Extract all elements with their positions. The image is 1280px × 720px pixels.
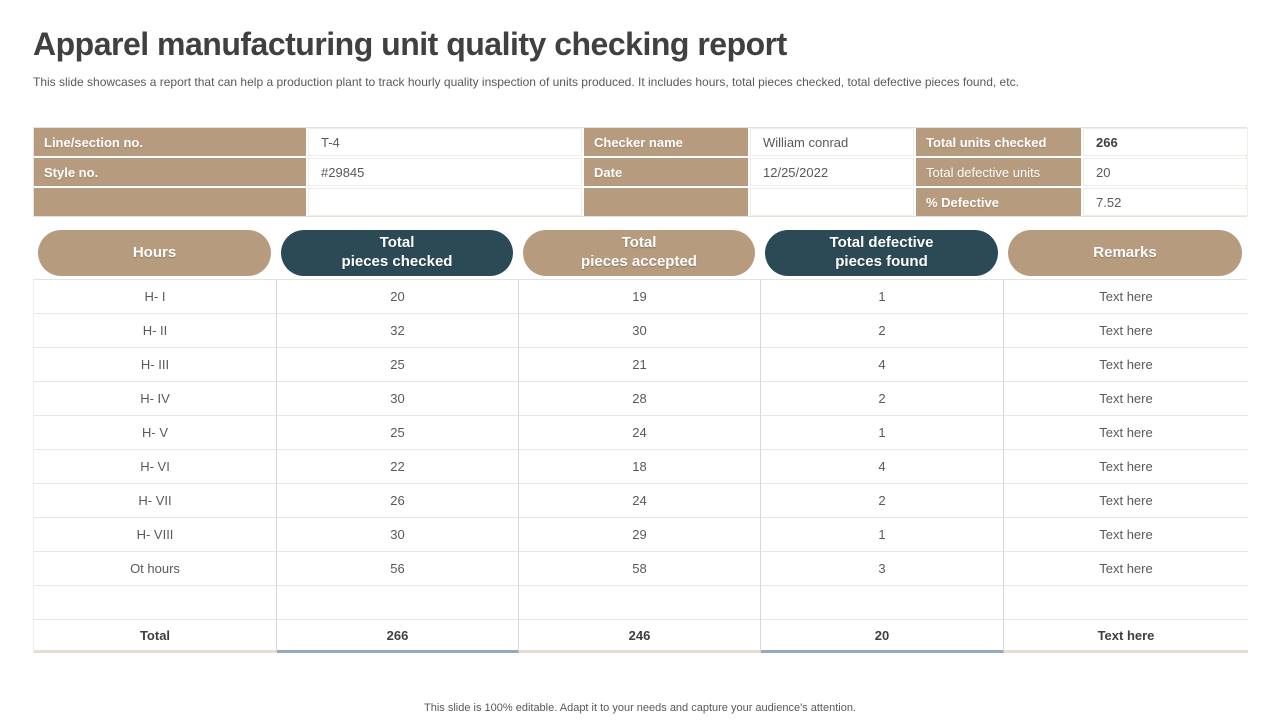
table-cell-defective: 1 [761, 518, 1004, 553]
hourly-inspection-table: Hours Total pieces checked Total pieces … [33, 230, 1248, 654]
table-total-label: Total [34, 620, 277, 654]
info-label-checker-name: Checker name [584, 128, 748, 157]
table-cell-remarks: Text here [1004, 348, 1248, 383]
table-cell-remarks: Text here [1004, 314, 1248, 349]
table-cell-checked: 20 [277, 280, 519, 315]
table-total-remarks: Text here [1004, 620, 1248, 654]
column-header-total-pieces-checked: Total pieces checked [281, 230, 513, 277]
table-cell-checked: 25 [277, 348, 519, 383]
info-label-percent-defective: % Defective [916, 188, 1081, 217]
info-value-total-units-checked: 266 [1083, 128, 1248, 157]
table-cell-defective: 2 [761, 484, 1004, 519]
info-value-date: 12/25/2022 [750, 158, 914, 187]
table-cell-hours: H- II [34, 314, 277, 349]
footer-note: This slide is 100% editable. Adapt it to… [424, 702, 856, 714]
table-cell-remarks: Text here [1004, 484, 1248, 519]
info-value-total-defective-units: 20 [1083, 158, 1248, 187]
table-body: H- I 20 19 1 Text here H- II 32 30 2 Tex… [33, 279, 1248, 654]
table-cell-checked: 22 [277, 450, 519, 485]
info-value-style-no: #29845 [308, 158, 582, 187]
table-cell-remarks: Text here [1004, 382, 1248, 417]
info-label-total-units-checked: Total units checked [916, 128, 1081, 157]
info-value-checker-name: William conrad [750, 128, 914, 157]
table-cell-remarks: Text here [1004, 552, 1248, 587]
table-cell-defective: 1 [761, 416, 1004, 451]
table-cell-hours: H- III [34, 348, 277, 383]
table-cell-remarks: Text here [1004, 450, 1248, 485]
info-label-empty-1 [34, 188, 306, 217]
table-cell-accepted: 24 [519, 484, 761, 519]
page-title: Apparel manufacturing unit quality check… [33, 26, 787, 62]
table-cell-empty [277, 586, 519, 621]
table-cell-accepted: 19 [519, 280, 761, 315]
table-total-accepted: 246 [519, 620, 761, 654]
table-cell-empty [519, 586, 761, 621]
info-label-date: Date [584, 158, 748, 187]
table-cell-defective: 2 [761, 382, 1004, 417]
table-total-checked: 266 [277, 620, 519, 654]
table-header-row: Hours Total pieces checked Total pieces … [33, 230, 1247, 277]
summary-panel: Line/section no. T-4 Checker name Willia… [33, 127, 1248, 218]
table-cell-defective: 1 [761, 280, 1004, 315]
table-cell-checked: 25 [277, 416, 519, 451]
table-cell-hours: H- I [34, 280, 277, 315]
info-label-empty-2 [584, 188, 748, 217]
table-cell-hours: Ot hours [34, 552, 277, 587]
table-cell-checked: 56 [277, 552, 519, 587]
table-cell-checked: 30 [277, 518, 519, 553]
table-total-defective: 20 [761, 620, 1004, 654]
table-cell-checked: 32 [277, 314, 519, 349]
table-cell-accepted: 21 [519, 348, 761, 383]
table-cell-accepted: 28 [519, 382, 761, 417]
table-cell-checked: 30 [277, 382, 519, 417]
table-cell-defective: 2 [761, 314, 1004, 349]
table-cell-empty [761, 586, 1004, 621]
column-header-total-defective-pieces-found: Total defective pieces found [765, 230, 998, 277]
table-cell-accepted: 24 [519, 416, 761, 451]
info-value-empty-1 [308, 188, 582, 217]
table-cell-remarks: Text here [1004, 518, 1248, 553]
info-value-empty-2 [750, 188, 914, 217]
info-label-total-defective-units: Total defective units [916, 158, 1081, 187]
table-cell-checked: 26 [277, 484, 519, 519]
column-header-hours: Hours [38, 230, 271, 277]
info-value-percent-defective: 7.52 [1083, 188, 1248, 217]
table-cell-accepted: 18 [519, 450, 761, 485]
table-cell-accepted: 29 [519, 518, 761, 553]
table-cell-empty [1004, 586, 1248, 621]
table-cell-remarks: Text here [1004, 280, 1248, 315]
info-value-line-section: T-4 [308, 128, 582, 157]
table-cell-hours: H- VIII [34, 518, 277, 553]
table-cell-hours: H- VII [34, 484, 277, 519]
subtitle: This slide showcases a report that can h… [33, 74, 1019, 89]
table-cell-hours: H- VI [34, 450, 277, 485]
column-header-total-pieces-accepted: Total pieces accepted [523, 230, 755, 277]
table-cell-accepted: 58 [519, 552, 761, 587]
column-header-remarks: Remarks [1008, 230, 1242, 277]
table-cell-remarks: Text here [1004, 416, 1248, 451]
table-cell-hours: H- IV [34, 382, 277, 417]
table-cell-defective: 4 [761, 450, 1004, 485]
table-cell-hours: H- V [34, 416, 277, 451]
table-cell-accepted: 30 [519, 314, 761, 349]
table-cell-defective: 4 [761, 348, 1004, 383]
table-cell-empty [34, 586, 277, 621]
info-label-line-section: Line/section no. [34, 128, 306, 157]
info-label-style-no: Style no. [34, 158, 306, 187]
table-cell-defective: 3 [761, 552, 1004, 587]
